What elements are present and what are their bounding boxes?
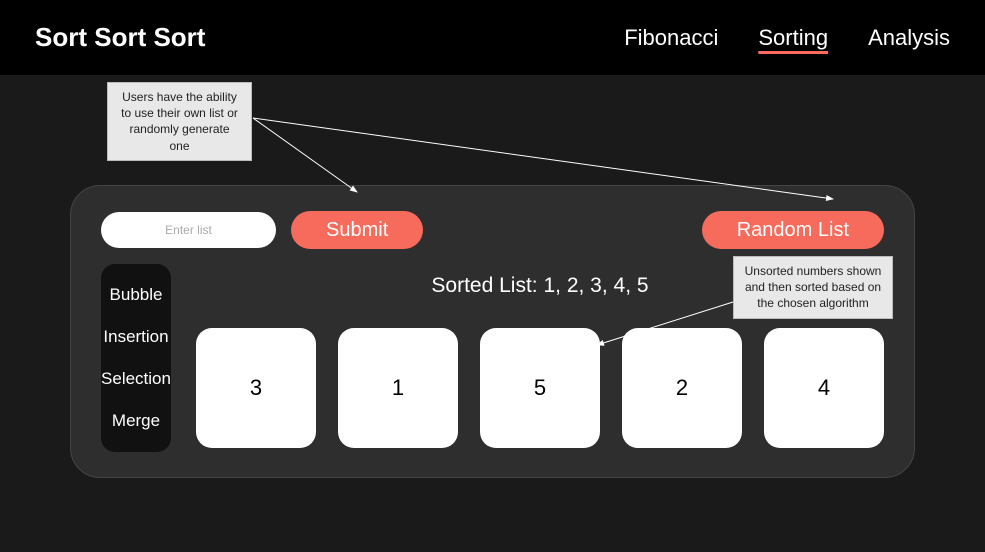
number-card: 2 bbox=[622, 328, 742, 448]
submit-button[interactable]: Submit bbox=[291, 211, 423, 249]
algo-insertion[interactable]: Insertion bbox=[101, 316, 171, 358]
algorithm-list: Bubble Insertion Selection Merge bbox=[101, 264, 171, 452]
algo-bubble[interactable]: Bubble bbox=[101, 274, 171, 316]
header: Sort Sort Sort Fibonacci Sorting Analysi… bbox=[0, 0, 985, 75]
main-panel: Submit Random List Bubble Insertion Sele… bbox=[70, 185, 915, 478]
callout-input: Users have the ability to use their own … bbox=[107, 82, 252, 161]
nav-sorting[interactable]: Sorting bbox=[758, 25, 828, 51]
callout-cards: Unsorted numbers shown and then sorted b… bbox=[733, 256, 893, 319]
logo: Sort Sort Sort bbox=[35, 22, 205, 53]
algo-merge[interactable]: Merge bbox=[101, 400, 171, 442]
algo-selection[interactable]: Selection bbox=[101, 358, 171, 400]
nav-fibonacci[interactable]: Fibonacci bbox=[624, 25, 718, 51]
controls-row: Submit Random List bbox=[101, 211, 884, 249]
number-card: 4 bbox=[764, 328, 884, 448]
sorted-list-label: Sorted List: 1, 2, 3, 4, 5 bbox=[431, 274, 648, 298]
list-input[interactable] bbox=[101, 212, 276, 248]
nav-analysis[interactable]: Analysis bbox=[868, 25, 950, 51]
random-list-button[interactable]: Random List bbox=[702, 211, 884, 249]
number-card: 1 bbox=[338, 328, 458, 448]
nav: Fibonacci Sorting Analysis bbox=[624, 25, 950, 51]
number-card: 5 bbox=[480, 328, 600, 448]
cards-row: 3 1 5 2 4 bbox=[196, 328, 884, 448]
number-card: 3 bbox=[196, 328, 316, 448]
